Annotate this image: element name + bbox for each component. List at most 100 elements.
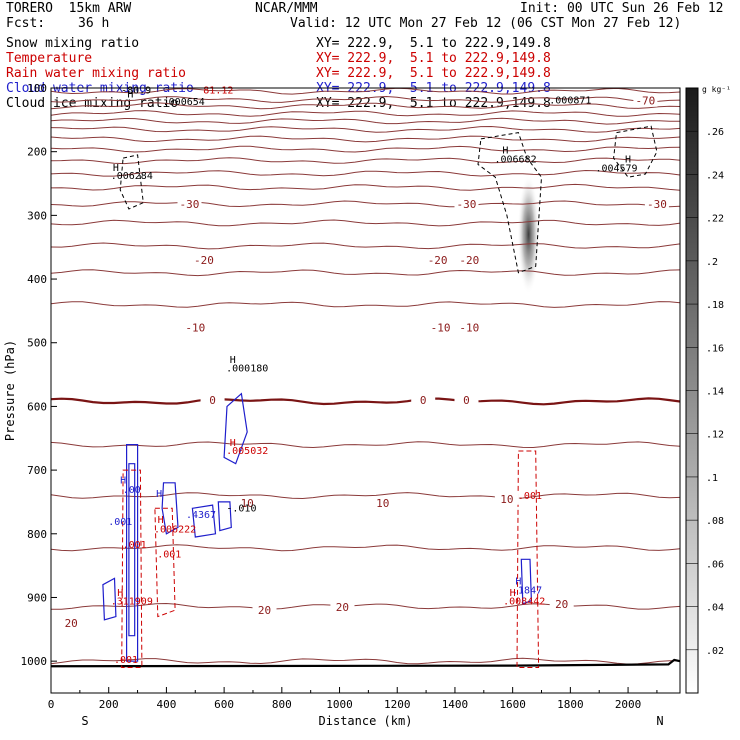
x-tick-label: 1400 xyxy=(442,698,469,711)
colorbar-tick-label: .1 xyxy=(706,473,718,484)
organization-label: NCAR/MMM xyxy=(255,1,318,16)
isotherm-label-bg xyxy=(183,321,208,334)
x-tick-label: 400 xyxy=(156,698,176,711)
field-annotation: H xyxy=(120,475,126,486)
legend-label: Temperature xyxy=(6,51,93,66)
colorbar-tick-label: .26 xyxy=(706,127,724,138)
isotherm-label-bg xyxy=(330,601,355,614)
isotherm-minus-70 xyxy=(50,102,681,110)
field-annotation: .4367 xyxy=(186,510,216,521)
field-annotation: .001 xyxy=(157,549,181,560)
isotherm-25 xyxy=(50,657,681,665)
isotherm-label: -70 xyxy=(635,95,655,108)
isotherm-label: -30 xyxy=(647,198,667,211)
legend-label: Snow mixing ratio xyxy=(6,36,140,51)
isotherm-minus-40 xyxy=(50,157,681,165)
x-tick-label: 2000 xyxy=(615,698,642,711)
forecast-hour: 36 h xyxy=(78,16,110,31)
y-tick-label: 600 xyxy=(27,400,47,413)
field-annotation: .005032 xyxy=(226,446,268,457)
isotherm-minus-75 xyxy=(50,95,681,103)
field-annotation: .311909 xyxy=(111,596,153,607)
field-annotation: .006682 xyxy=(494,155,536,166)
field-annotation: -.010 xyxy=(226,504,256,515)
y-axis-label: Pressure (hPa) xyxy=(3,340,17,441)
plot-frame xyxy=(50,87,681,694)
y-tick-label: 200 xyxy=(27,146,47,159)
legend-coordinates: XY= 222.9, 5.1 to 222.9,149.8 xyxy=(316,36,551,51)
isotherm-label: 20 xyxy=(65,617,78,630)
isotherm-0 xyxy=(50,397,681,406)
isotherm-minus-60 xyxy=(50,117,681,125)
colorbar-tick-label: .08 xyxy=(706,516,724,527)
isotherm-label-bg xyxy=(633,94,658,107)
isotherm-minus-30 xyxy=(50,183,681,191)
isotherm-label-bg xyxy=(370,497,395,510)
valid-time: Valid: 12 UTC Mon 27 Feb 12 (06 CST Mon … xyxy=(290,16,682,31)
isotherm-label: -20 xyxy=(428,254,448,267)
isotherm-label: -30 xyxy=(180,198,200,211)
cloud-ice-contour xyxy=(477,132,543,274)
x-axis-label: Distance (km) xyxy=(319,714,413,728)
field-annotation: .000654 xyxy=(163,97,205,108)
init-time: Init: 00 UTC Sun 26 Feb 12 xyxy=(520,1,724,16)
field-annotation: H xyxy=(127,90,133,101)
field-annotation: .006284 xyxy=(111,171,153,182)
isotherm-label-bg xyxy=(252,604,277,617)
field-annotation: .001 xyxy=(518,491,542,502)
isotherm-minus-55 xyxy=(50,125,681,133)
north-label: N xyxy=(656,714,663,728)
x-tick-label: 600 xyxy=(214,698,234,711)
y-tick-label: 1000 xyxy=(21,655,48,668)
y-tick-label: 700 xyxy=(27,464,47,477)
isotherm-label-bg xyxy=(454,197,479,210)
isotherm-label: 20 xyxy=(555,598,568,611)
isotherm-label: 0 xyxy=(463,394,470,407)
isotherm-label: 10 xyxy=(376,497,389,510)
colorbar-tick-label: .2 xyxy=(706,257,718,268)
field-annotation: .001 xyxy=(114,655,138,666)
rain-water-contour xyxy=(516,450,540,668)
field-annotation: .004579 xyxy=(595,163,637,174)
field-annotation: H xyxy=(515,577,521,588)
isotherm-minus-80 xyxy=(50,87,681,95)
isotherm-minus-35 xyxy=(50,169,681,177)
south-label: S xyxy=(81,714,88,728)
cloud-ice-contour xyxy=(613,125,658,178)
isotherm-label: 20 xyxy=(336,601,349,614)
field-annotation: H xyxy=(117,588,123,599)
y-tick-label: 300 xyxy=(27,209,47,222)
y-tick-label: 800 xyxy=(27,528,47,541)
x-tick-label: 1200 xyxy=(384,698,411,711)
cloud-water-contour xyxy=(520,558,533,605)
colorbar-tick-label: .06 xyxy=(706,559,724,570)
isotherm-label: -10 xyxy=(185,321,205,334)
colorbar-tick-label: .18 xyxy=(706,300,724,311)
isotherm-label-bg xyxy=(191,253,216,266)
isotherm-label: -10 xyxy=(431,321,451,334)
isotherm-label-bg xyxy=(494,492,519,505)
colorbar-tick-label: .04 xyxy=(706,603,724,614)
terrain-line xyxy=(50,658,681,668)
field-annotation: H xyxy=(625,155,631,166)
isotherm-label: -20 xyxy=(194,254,214,267)
isotherm-label-bg xyxy=(428,321,453,334)
isotherm-minus-50 xyxy=(50,135,681,143)
isotherm-label-bg xyxy=(411,394,436,407)
cloud-water-contour xyxy=(191,504,217,538)
cloud-ice-contour xyxy=(119,154,144,210)
x-tick-label: 1000 xyxy=(326,698,353,711)
x-tick-label: 200 xyxy=(99,698,119,711)
colorbar-tick-label: .12 xyxy=(706,430,724,441)
snow-shading xyxy=(517,174,540,295)
y-tick-label: 500 xyxy=(27,337,47,350)
colorbar-tick-label: .14 xyxy=(706,387,724,398)
field-annotation: .000871 xyxy=(549,95,591,106)
isotherm-15 xyxy=(50,544,681,552)
y-tick-label: 400 xyxy=(27,273,47,286)
isotherm-minus-25 xyxy=(50,200,681,208)
isotherm-label-bg xyxy=(425,253,450,266)
field-annotation: .00 xyxy=(123,485,141,496)
isotherm-label: 20 xyxy=(258,604,271,617)
